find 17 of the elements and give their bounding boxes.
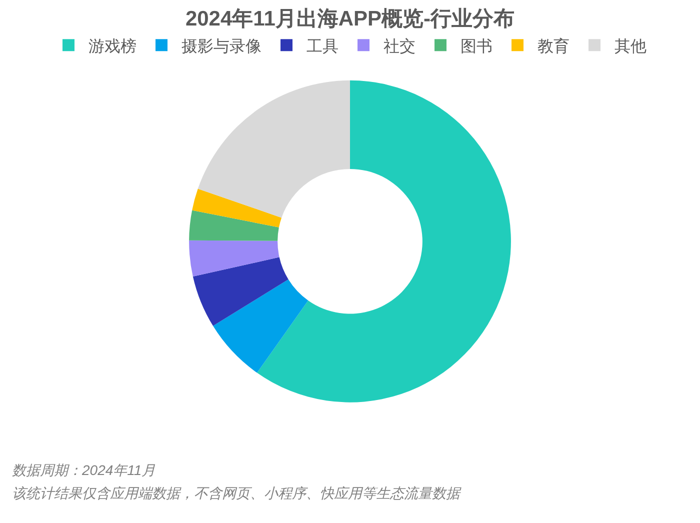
text: 该统计结果仅含应用端数据，不含网页、小程序、快应用等生态流量数据 [12, 485, 462, 501]
donut-slice [198, 80, 350, 218]
legend-label: 其他 [614, 37, 646, 56]
legend-label: 游戏榜 [88, 37, 136, 56]
donut-slice [213, 279, 308, 373]
legend-label: 社交 [384, 37, 416, 56]
donut-slice [192, 188, 282, 228]
chart-title: 2024年11月出海APP概览-行业分布 [185, 8, 515, 31]
donut-slice [189, 210, 279, 241]
donut-slice [257, 80, 511, 402]
donut-slice [189, 240, 280, 276]
donut-slice [192, 257, 288, 326]
legend-label: 工具 [306, 38, 338, 56]
legend-label: 教育 [538, 37, 570, 56]
legend-label: 图书 [460, 37, 492, 56]
legend-label: 摄影与录像 [182, 37, 262, 56]
text: 数据周期：2024年11月 [12, 462, 156, 478]
